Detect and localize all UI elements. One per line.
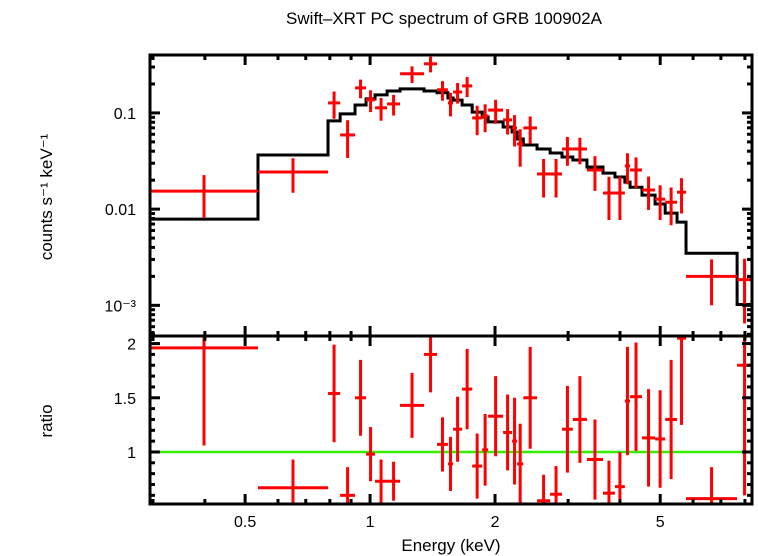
ratio-data-point <box>537 474 551 504</box>
spectrum-data-point <box>677 178 687 214</box>
spectrum-data-point <box>517 129 524 167</box>
spectrum-data-point <box>686 259 738 306</box>
spectrum-data-point <box>150 175 258 218</box>
spectrum-data-point <box>400 66 425 83</box>
ratio-panel: 0.5 1 2 5 2 1.5 1 <box>114 334 754 531</box>
ratio-data-point <box>387 461 401 501</box>
ratio-data-point <box>453 396 463 462</box>
ratio-data-point <box>257 459 329 504</box>
spectrum-data-point <box>488 99 504 124</box>
ratio-data-point <box>447 436 454 491</box>
ratio-data-point <box>572 376 587 463</box>
ratio-data-point <box>150 336 258 446</box>
spectrum-data-point <box>366 90 376 113</box>
ratio-data-point <box>642 389 656 487</box>
spectrum-data-point <box>562 136 573 166</box>
ratio-data-point <box>562 385 573 473</box>
spectrum-data-point <box>482 104 489 133</box>
ratio-data-point <box>512 397 518 485</box>
spectrum-data-point <box>257 158 329 193</box>
spectrum-data-point <box>642 176 656 210</box>
ratio-data-point <box>655 390 666 488</box>
spectrum-data-point <box>437 81 448 101</box>
ratio-data-point <box>737 336 752 496</box>
spectrum-data-point <box>512 115 518 147</box>
spectrum-data-point <box>614 176 625 221</box>
spectrum-data-point <box>550 158 563 198</box>
spectrum-data-point <box>387 94 401 116</box>
x-tick-label: 5 <box>656 514 665 531</box>
ratio-data-point <box>400 372 425 438</box>
x-tick-label: 0.5 <box>234 514 256 531</box>
ratio-data-point <box>686 467 738 504</box>
ratio-data-point <box>614 451 625 504</box>
ratio-data-point <box>328 344 341 443</box>
y-axis-label-ratio: ratio <box>37 404 56 437</box>
spectrum-data-point <box>523 116 538 144</box>
ratio-data-point <box>517 423 524 504</box>
ratio-data-point <box>482 414 489 486</box>
spectrum-data-point <box>602 176 615 221</box>
y-tick-label: 0.01 <box>105 202 136 219</box>
ratio-data-point <box>630 342 643 451</box>
spectrum-data-point <box>537 158 551 198</box>
model-step-line <box>150 87 752 307</box>
y-tick-label: 0.1 <box>114 106 136 123</box>
ratio-data-point <box>624 346 631 456</box>
spectrum-data-point <box>624 153 631 185</box>
spectrum-data-point <box>737 258 752 324</box>
x-tick-label: 1 <box>366 514 375 531</box>
spectrum-data-point <box>340 120 356 158</box>
spectrum-data-point <box>586 156 603 191</box>
ratio-data-point <box>375 459 388 503</box>
chart-title: Swift–XRT PC spectrum of GRB 100902A <box>286 9 603 28</box>
y-tick-label: 10⁻³ <box>104 298 136 315</box>
spectrum-panel: 0.1 0.01 10⁻³ <box>104 53 754 338</box>
ratio-data-point <box>424 336 438 393</box>
y-axis-label-counts: counts s⁻¹ keV⁻¹ <box>37 133 56 260</box>
ratio-data-point <box>602 460 615 504</box>
ratio-y-tick-label: 2 <box>127 337 136 354</box>
spectrum-data-point <box>328 91 341 119</box>
ratio-data-point <box>355 359 367 436</box>
ratio-data-point <box>503 394 513 471</box>
ratio-data-point <box>677 336 687 425</box>
ratio-y-tick-label: 1 <box>127 445 136 462</box>
spectrum-data-point <box>572 137 587 165</box>
spectrum-data-point <box>447 92 454 117</box>
spectrum-data-point <box>462 77 473 98</box>
ratio-data-point <box>366 427 376 482</box>
spectrum-data-point <box>424 56 438 73</box>
ratio-data-point <box>665 359 678 480</box>
spectrum-data-point <box>630 157 643 189</box>
spectrum-data-point <box>472 105 483 136</box>
spectrum-data-point <box>453 82 463 104</box>
ratio-data-point <box>462 349 473 430</box>
ratio-data-point <box>488 376 504 457</box>
ratio-data-point <box>472 433 483 499</box>
spectrum-data-point <box>665 187 678 226</box>
ratio-data-point <box>437 417 448 472</box>
ratio-data-point <box>550 466 563 504</box>
spectrum-data-point <box>375 97 388 121</box>
x-axis-label: Energy (keV) <box>401 536 500 555</box>
ratio-data-point <box>586 419 603 500</box>
ratio-y-tick-label: 1.5 <box>114 391 136 408</box>
ratio-data-point <box>523 346 538 449</box>
spectrum-data-point <box>355 79 367 99</box>
x-tick-label: 2 <box>491 514 500 531</box>
spectrum-data-point <box>503 109 513 135</box>
spectrum-data-point <box>655 185 666 221</box>
ratio-data-point <box>340 467 356 504</box>
